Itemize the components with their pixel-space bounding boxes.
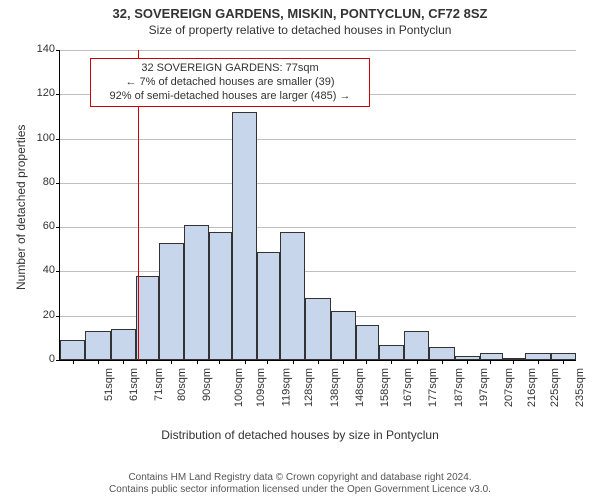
y-tick-mark: [56, 227, 60, 228]
x-tick-label: 128sqm: [304, 368, 316, 407]
y-tick-label: 120: [25, 87, 55, 99]
histogram-bar: [525, 353, 550, 360]
annotation-line2: ← 7% of detached houses are smaller (39): [97, 76, 363, 90]
attribution-footer: Contains HM Land Registry data © Crown c…: [0, 472, 600, 496]
histogram-bar: [551, 353, 576, 360]
x-tick-label: 71sqm: [153, 368, 165, 401]
y-tick-mark: [56, 316, 60, 317]
chart-subtitle: Size of property relative to detached ho…: [0, 21, 600, 43]
y-tick-label: 80: [25, 176, 55, 188]
gridline: [60, 139, 576, 140]
gridline: [60, 227, 576, 228]
x-tick-label: 80sqm: [176, 368, 188, 401]
histogram-bar: [184, 225, 209, 360]
gridline: [60, 183, 576, 184]
histogram-bar: [280, 232, 305, 360]
y-tick-label: 40: [25, 264, 55, 276]
x-tick-label: 100sqm: [233, 368, 245, 407]
x-axis-label: Distribution of detached houses by size …: [0, 428, 600, 442]
annotation-line1: 32 SOVEREIGN GARDENS: 77sqm: [97, 62, 363, 76]
x-tick-label: 235sqm: [574, 368, 586, 407]
x-tick-mark: [219, 360, 220, 364]
y-tick-mark: [56, 94, 60, 95]
x-tick-mark: [442, 360, 443, 364]
x-tick-mark: [123, 360, 124, 364]
y-tick-mark: [56, 183, 60, 184]
x-tick-mark: [490, 360, 491, 364]
y-tick-label: 20: [25, 309, 55, 321]
histogram-bar: [480, 353, 503, 360]
x-tick-mark: [197, 360, 198, 364]
y-tick-label: 100: [25, 132, 55, 144]
x-tick-label: 225sqm: [549, 368, 561, 407]
y-tick-label: 0: [25, 353, 55, 365]
x-tick-mark: [391, 360, 392, 364]
x-tick-mark: [563, 360, 564, 364]
chart-container: { "title": "32, SOVEREIGN GARDENS, MISKI…: [0, 0, 600, 500]
histogram-bar: [305, 298, 330, 360]
x-tick-mark: [73, 360, 74, 364]
gridline: [60, 50, 576, 51]
histogram-bar: [404, 331, 429, 360]
x-tick-label: 197sqm: [478, 368, 490, 407]
y-axis-line: [59, 50, 60, 360]
y-tick-mark: [56, 139, 60, 140]
histogram-bar: [379, 345, 404, 361]
x-tick-label: 90sqm: [201, 368, 213, 401]
x-tick-label: 109sqm: [255, 368, 267, 407]
y-tick-label: 60: [25, 220, 55, 232]
x-tick-mark: [293, 360, 294, 364]
x-tick-label: 187sqm: [453, 368, 465, 407]
x-tick-mark: [146, 360, 147, 364]
y-tick-mark: [56, 271, 60, 272]
histogram-bar: [159, 243, 184, 360]
x-tick-mark: [98, 360, 99, 364]
footer-line-1: Contains HM Land Registry data © Crown c…: [0, 472, 600, 484]
x-tick-label: 138sqm: [329, 368, 341, 407]
x-tick-mark: [267, 360, 268, 364]
x-tick-label: 216sqm: [526, 368, 538, 407]
x-tick-mark: [318, 360, 319, 364]
footer-line-2: Contains public sector information licen…: [0, 484, 600, 496]
x-tick-label: 119sqm: [280, 368, 292, 406]
x-tick-mark: [171, 360, 172, 364]
histogram-bar: [232, 112, 257, 360]
x-tick-label: 207sqm: [503, 368, 515, 407]
histogram-bar: [331, 311, 356, 360]
x-tick-mark: [513, 360, 514, 364]
x-tick-mark: [467, 360, 468, 364]
y-tick-mark: [56, 360, 60, 361]
chart-title: 32, SOVEREIGN GARDENS, MISKIN, PONTYCLUN…: [0, 0, 600, 21]
y-tick-mark: [56, 50, 60, 51]
x-tick-mark: [417, 360, 418, 364]
x-tick-mark: [245, 360, 246, 364]
x-tick-mark: [366, 360, 367, 364]
x-tick-mark: [538, 360, 539, 364]
histogram-bar: [356, 325, 379, 360]
x-tick-label: 148sqm: [354, 368, 366, 407]
gridline: [60, 271, 576, 272]
annotation-box: 32 SOVEREIGN GARDENS: 77sqm← 7% of detac…: [90, 58, 370, 107]
histogram-bar: [429, 347, 454, 360]
histogram-bar: [85, 331, 110, 360]
histogram-bar: [257, 252, 280, 361]
histogram-bar: [209, 232, 232, 360]
histogram-bar: [111, 329, 136, 360]
histogram-bar: [60, 340, 85, 360]
x-tick-label: 158sqm: [379, 368, 391, 407]
x-tick-label: 51sqm: [103, 368, 115, 401]
x-tick-label: 167sqm: [402, 368, 414, 407]
x-tick-label: 177sqm: [427, 368, 439, 407]
x-tick-mark: [343, 360, 344, 364]
y-tick-label: 140: [25, 43, 55, 55]
x-tick-label: 61sqm: [128, 368, 140, 401]
annotation-line3: 92% of semi-detached houses are larger (…: [97, 90, 363, 104]
